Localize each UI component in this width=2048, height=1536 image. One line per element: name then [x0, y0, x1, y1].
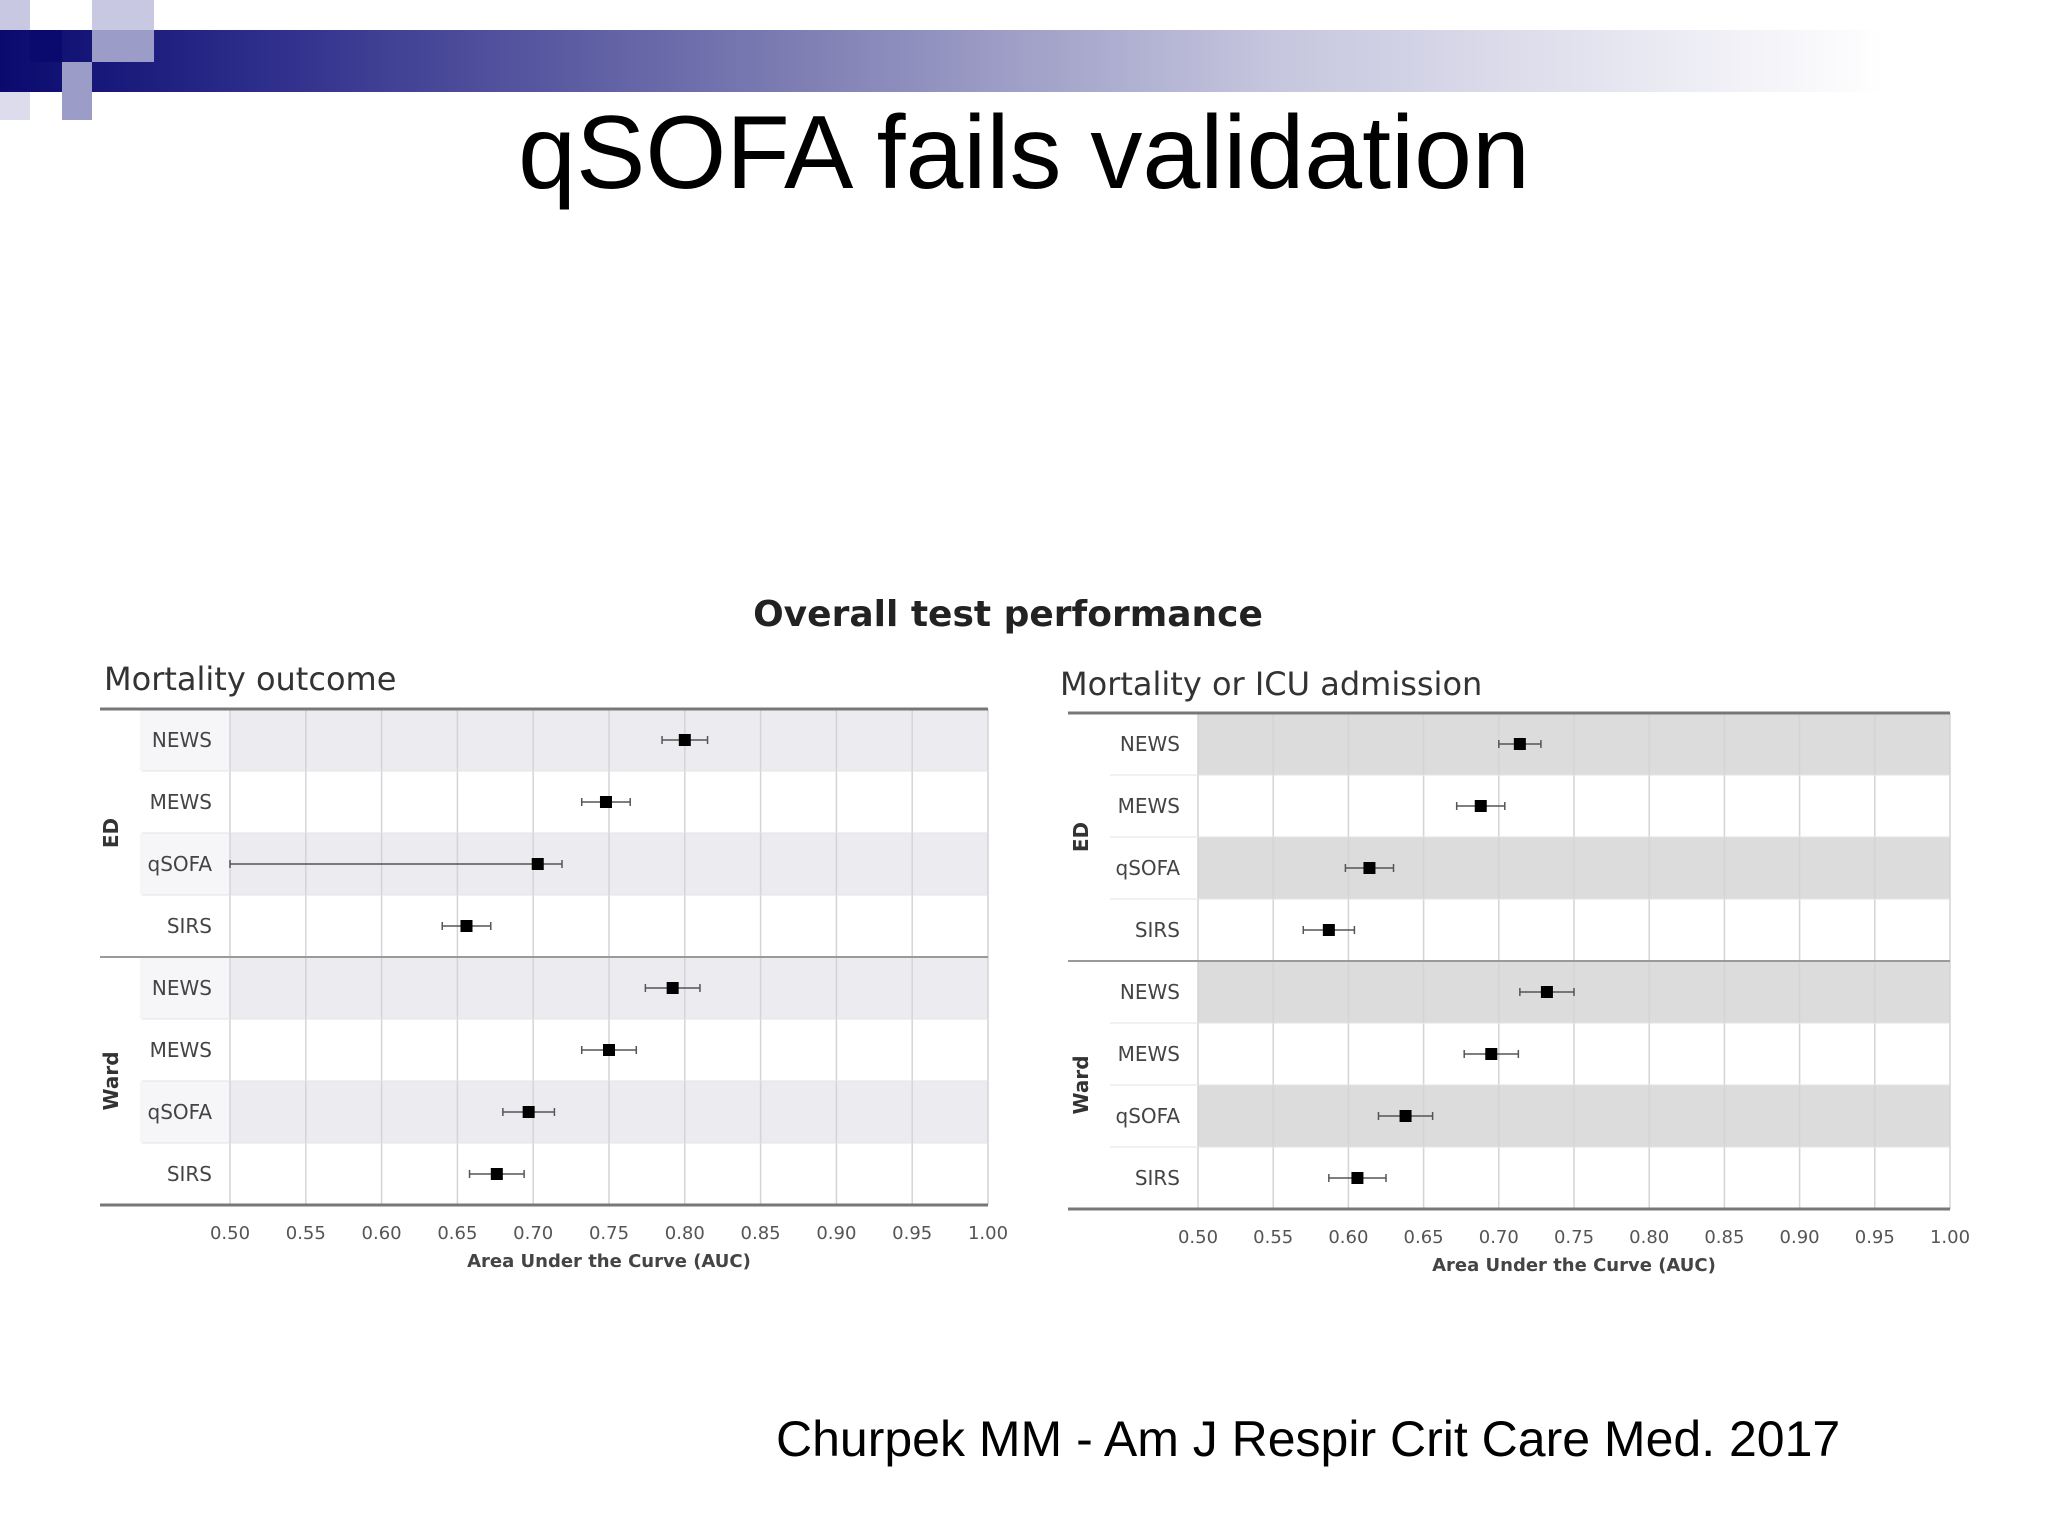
auc-point [1485, 1048, 1498, 1060]
auc-point [678, 734, 691, 746]
row-label: qSOFA [1116, 856, 1181, 880]
decorative-square [62, 62, 92, 120]
x-tick-label: 1.00 [968, 1223, 1008, 1244]
x-tick-label: 0.80 [1629, 1227, 1669, 1248]
row-label: NEWS [1120, 732, 1180, 756]
x-tick-label: 0.95 [892, 1223, 932, 1244]
auc-point [1540, 986, 1553, 998]
x-tick-label: 0.60 [362, 1223, 402, 1244]
auc-point [1351, 1172, 1364, 1184]
row-label: SIRS [167, 914, 212, 938]
label-cell-background [140, 709, 230, 771]
label-cell-background [140, 957, 230, 1019]
group-label: ED [99, 818, 123, 848]
x-tick-label: 1.00 [1930, 1227, 1970, 1248]
row-label: MEWS [1118, 1042, 1180, 1066]
row-label: qSOFA [148, 1100, 213, 1124]
x-tick-label: 0.65 [1404, 1227, 1444, 1248]
auc-point [460, 920, 473, 932]
group-label: Ward [1069, 1055, 1093, 1114]
x-tick-label: 0.85 [1704, 1227, 1744, 1248]
x-tick-label: 0.55 [1253, 1227, 1293, 1248]
forest-plot-panel-2: Mortality or ICU admission NEWS MEWS qSOFA S… [1060, 665, 1970, 1276]
x-axis-title: Area Under the Curve (AUC) [1432, 1255, 1716, 1276]
panel-subtitle: Mortality outcome [104, 660, 396, 698]
auc-point [490, 1168, 503, 1180]
row-label: qSOFA [148, 852, 213, 876]
x-tick-label: 0.90 [816, 1223, 856, 1244]
x-tick-label: 0.60 [1328, 1227, 1368, 1248]
row-label: NEWS [152, 976, 212, 1000]
x-tick-label: 0.70 [513, 1223, 553, 1244]
auc-point [666, 982, 679, 994]
row-label: MEWS [150, 1038, 212, 1062]
group-label: Ward [99, 1051, 123, 1110]
decorative-square [0, 92, 30, 120]
x-axis-title: Area Under the Curve (AUC) [467, 1251, 751, 1272]
header-gradient-band [0, 30, 2048, 92]
x-tick-label: 0.65 [437, 1223, 477, 1244]
figure-title: Overall test performance [753, 594, 1263, 635]
row-label: SIRS [167, 1162, 212, 1186]
auc-point [1474, 800, 1487, 812]
row-label: SIRS [1135, 918, 1180, 942]
row-label: MEWS [150, 790, 212, 814]
row-label: NEWS [1120, 980, 1180, 1004]
group-label: ED [1069, 822, 1093, 852]
x-tick-label: 0.70 [1479, 1227, 1519, 1248]
auc-point [1322, 924, 1335, 936]
decorative-square [0, 0, 30, 30]
decorative-square [30, 30, 62, 62]
decorative-square [92, 0, 154, 30]
x-tick-label: 0.55 [286, 1223, 326, 1244]
row-label: SIRS [1135, 1166, 1180, 1190]
x-tick-label: 0.80 [665, 1223, 705, 1244]
x-tick-label: 0.75 [1554, 1227, 1594, 1248]
auc-point [603, 1044, 615, 1056]
auc-point [531, 858, 544, 870]
x-tick-label: 0.85 [741, 1223, 781, 1244]
row-label: qSOFA [1116, 1104, 1181, 1128]
citation: Churpek MM - Am J Respir Crit Care Med. … [776, 1411, 1841, 1467]
x-tick-label: 0.50 [1178, 1227, 1218, 1248]
x-tick-label: 0.95 [1855, 1227, 1895, 1248]
x-tick-label: 0.50 [210, 1223, 250, 1244]
x-tick-label: 0.75 [589, 1223, 629, 1244]
label-cell-background [140, 833, 230, 895]
slide-title: qSOFA fails validation [518, 95, 1530, 211]
auc-point [599, 796, 612, 808]
auc-point [1513, 738, 1526, 750]
label-cell-background [140, 1081, 230, 1143]
x-tick-label: 0.90 [1780, 1227, 1820, 1248]
forest-plot-panel-1: Mortality outcome NEWS MEWS qSOFA SIRS NEWS ME… [99, 660, 1008, 1272]
auc-point [1363, 862, 1376, 874]
panel-subtitle: Mortality or ICU admission [1060, 665, 1482, 703]
row-label: NEWS [152, 728, 212, 752]
auc-point [522, 1106, 535, 1118]
decorative-square [92, 30, 154, 62]
row-label: MEWS [1118, 794, 1180, 818]
auc-point [1399, 1110, 1412, 1122]
